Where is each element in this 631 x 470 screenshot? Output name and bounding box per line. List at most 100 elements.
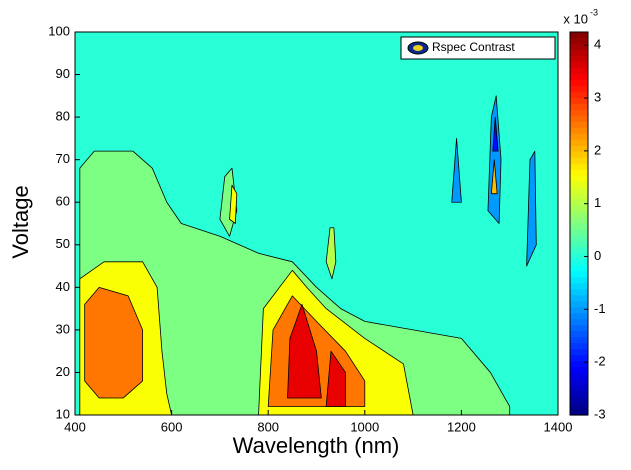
contour-region	[451, 137, 462, 203]
colorbar-segment	[570, 361, 588, 368]
colorbar-segment	[570, 205, 588, 213]
x-tick-label: 1400	[544, 419, 573, 434]
colorbar-segment	[570, 133, 588, 141]
colorbar-tick-label: -1	[594, 301, 606, 316]
colorbar-segment	[570, 145, 588, 153]
colorbar-segment	[570, 295, 588, 302]
colorbar-segment	[570, 169, 588, 177]
contour-region	[325, 350, 346, 407]
y-tick-label: 40	[56, 279, 70, 294]
colorbar-segment	[570, 103, 588, 111]
colorbar-segment	[570, 259, 588, 266]
contour-region	[492, 116, 499, 152]
y-tick-label: 70	[56, 151, 70, 166]
colorbar-segment	[570, 55, 588, 63]
colorbar-tick-label: -2	[594, 354, 606, 369]
colorbar-segment	[570, 193, 588, 201]
legend-box	[400, 36, 556, 60]
colorbar-segment	[570, 367, 588, 374]
colorbar-segment	[570, 175, 588, 183]
y-tick-label: 20	[56, 364, 70, 379]
colorbar-segment	[570, 91, 588, 99]
colorbar-segment	[570, 385, 588, 392]
colorbar-segment	[570, 211, 588, 219]
colorbar-exponent: -3	[590, 7, 598, 17]
colorbar-segment	[570, 79, 588, 87]
y-tick-label: 100	[48, 23, 70, 38]
colorbar-tick-label: 1	[594, 195, 601, 210]
contour-region	[84, 286, 144, 399]
contour-region	[229, 184, 238, 224]
colorbar-segment	[570, 403, 588, 410]
colorbar-segment	[570, 391, 588, 398]
colorbar-segment	[570, 325, 588, 332]
y-tick-label: 10	[56, 406, 70, 421]
colorbar-segment	[570, 379, 588, 386]
x-tick-label: 1200	[447, 419, 476, 434]
colorbar-segment	[570, 355, 588, 362]
colorbar-segment	[570, 277, 588, 284]
colorbar-segment	[570, 157, 588, 165]
colorbar-segment	[570, 337, 588, 344]
y-tick-label: 60	[56, 194, 70, 209]
colorbar-segment	[570, 307, 588, 314]
contour-region	[490, 159, 498, 195]
colorbar-segment	[570, 265, 588, 272]
colorbar-segment	[570, 253, 588, 261]
colorbar-segment	[570, 199, 588, 207]
colorbar-segment	[570, 61, 588, 69]
colorbar-segment	[570, 331, 588, 338]
colorbar-segment	[570, 397, 588, 404]
legend-label: Rspec Contrast	[432, 40, 515, 54]
contour-region	[325, 227, 337, 280]
colorbar-segment	[570, 115, 588, 123]
colorbar-segment	[570, 43, 588, 51]
y-tick-label: 30	[56, 321, 70, 336]
x-axis-label: Wavelength (nm)	[233, 433, 400, 458]
colorbar-segment	[570, 49, 588, 57]
x-tick-label: 600	[161, 419, 183, 434]
colorbar-segment	[570, 73, 588, 81]
colorbar-tick-label: 4	[594, 37, 601, 52]
colorbar-segment	[570, 373, 588, 380]
legend-icon-inner	[413, 45, 423, 51]
plot-area	[75, 32, 558, 415]
colorbar-segment	[570, 313, 588, 320]
y-tick-label: 80	[56, 109, 70, 124]
colorbar-segment	[570, 223, 588, 231]
y-tick-label: 90	[56, 66, 70, 81]
plot-frame	[74, 31, 559, 416]
colorbar-segment	[570, 271, 588, 278]
colorbar-multiplier: x 10	[563, 11, 588, 26]
y-tick-label: 50	[56, 236, 70, 251]
colorbar-segment	[570, 139, 588, 147]
colorbar-segment	[570, 241, 588, 249]
colorbar-segment	[570, 32, 588, 39]
colorbar-segment	[570, 127, 588, 135]
colorbar-tick-label: 2	[594, 142, 601, 157]
colorbar-tick-label: 0	[594, 248, 601, 263]
colorbar-segment	[570, 109, 588, 117]
colorbar-segment	[570, 163, 588, 171]
colorbar-segment	[570, 37, 588, 45]
contour-region	[526, 150, 537, 267]
colorbar-segment	[570, 409, 588, 416]
colorbar-segment	[570, 67, 588, 75]
colorbar-segment	[570, 217, 588, 225]
colorbar-segment	[570, 301, 588, 308]
colorbar-segment	[570, 319, 588, 326]
y-axis-label: Voltage	[8, 185, 33, 258]
colorbar-segment	[570, 283, 588, 290]
colorbar-segment	[570, 235, 588, 243]
x-tick-label: 800	[257, 419, 279, 434]
colorbar-segment	[570, 349, 588, 356]
colorbar-segment	[570, 289, 588, 296]
colorbar-segment	[570, 151, 588, 159]
colorbar-segment	[570, 187, 588, 195]
colorbar-tick-label: 3	[594, 89, 601, 104]
x-tick-label: 1000	[350, 419, 379, 434]
colorbar-segment	[570, 181, 588, 189]
colorbar-segment	[570, 97, 588, 105]
colorbar-frame	[569, 31, 589, 416]
